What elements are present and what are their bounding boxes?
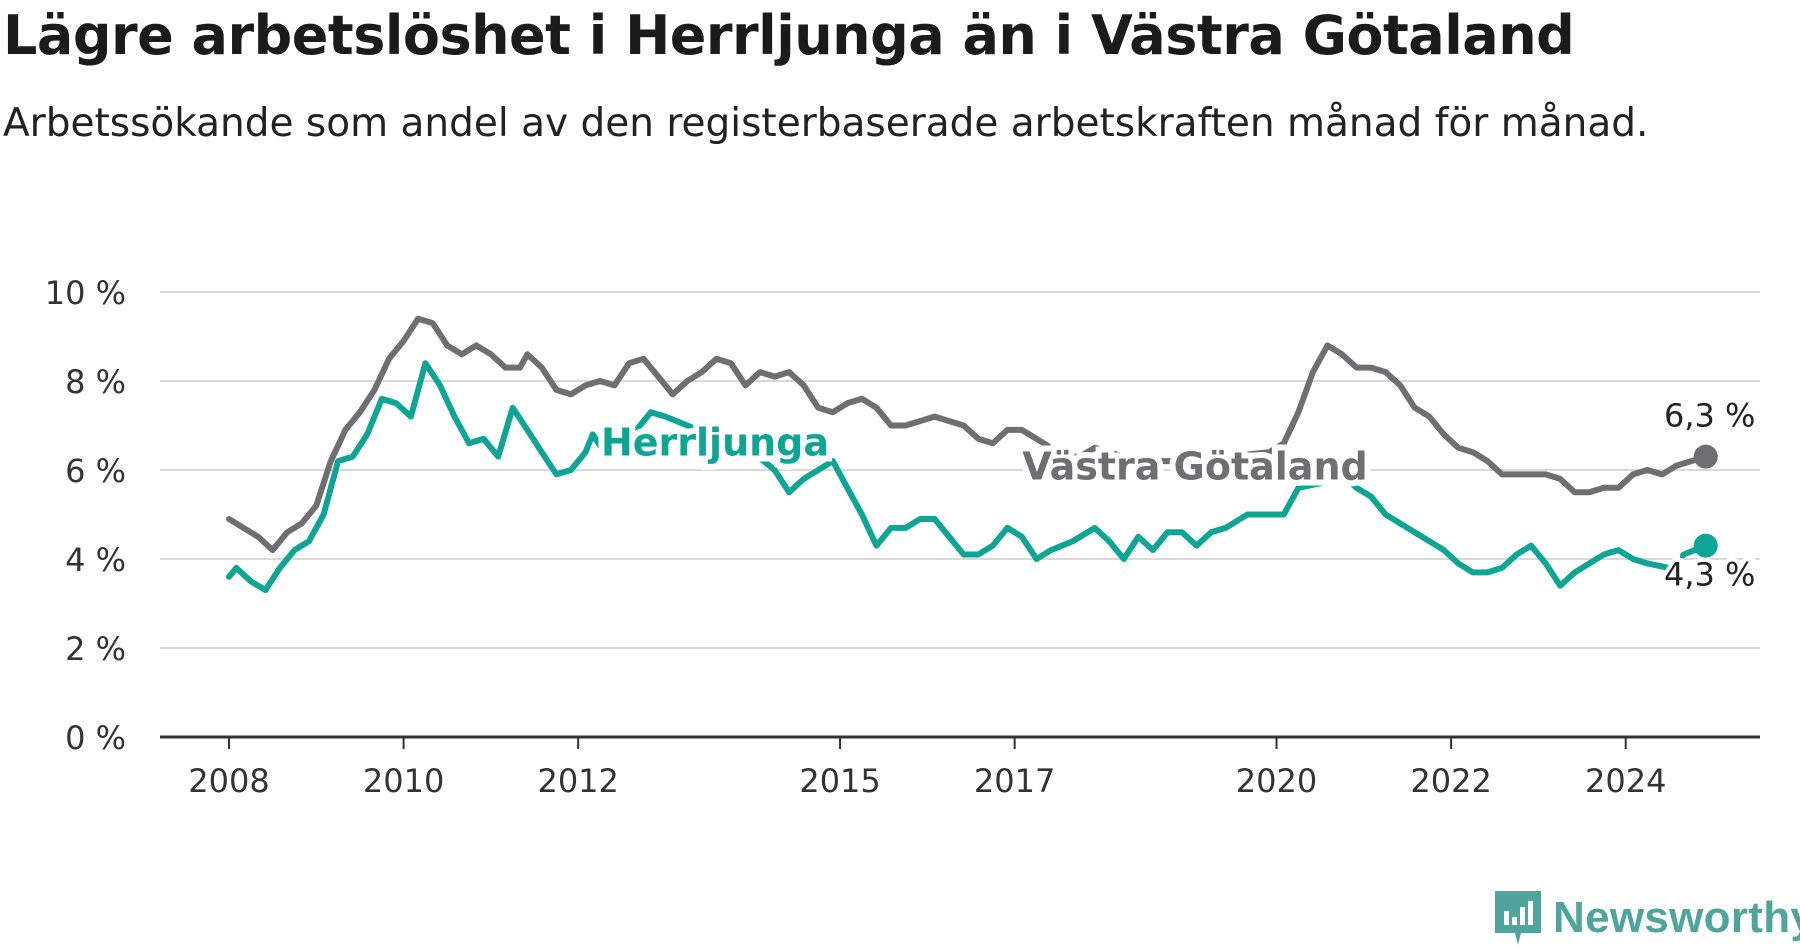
newsworthy-brand: Newsworthy <box>1493 889 1800 947</box>
series-line-herrljunga <box>226 360 1709 594</box>
y-tick-label: 8 % <box>65 363 126 401</box>
end-value-label-herrljunga: 4,3 % <box>1664 556 1755 594</box>
brand-name: Newsworthy <box>1553 893 1800 942</box>
series-line-vastra-gotaland <box>226 315 1709 554</box>
x-tick-label: 2022 <box>1410 762 1491 800</box>
end-marker-herrljunga <box>1693 533 1718 558</box>
y-tick-label: 2 % <box>65 630 126 668</box>
y-tick-label: 6 % <box>65 452 126 490</box>
series-lines <box>226 315 1718 594</box>
series-label-vastra-gotaland: Västra Götaland <box>1022 445 1367 489</box>
y-tick-label: 0 % <box>65 719 126 757</box>
y-tick-label: 4 % <box>65 541 126 579</box>
end-value-label-vastra-gotaland: 6,3 % <box>1664 397 1755 435</box>
series-label-herrljunga: Herrljunga <box>601 420 829 464</box>
x-tick-label: 2017 <box>974 762 1055 800</box>
y-axis-tick-labels: 0 % 2 % 4 % 6 % 8 % 10 % <box>45 274 126 757</box>
x-tick-label: 2020 <box>1236 762 1317 800</box>
x-tick-label: 2010 <box>363 762 444 800</box>
chart-subtitle: Arbetssökande som andel av den registerb… <box>3 101 1649 146</box>
end-marker-vastra-gotaland <box>1693 444 1718 469</box>
x-tick-label: 2012 <box>537 762 618 800</box>
series-labels: 6,3 % 4,3 % Herrljunga Västra Götaland <box>595 397 1759 598</box>
x-axis: 2008 2010 2012 2015 2017 2020 2022 2024 <box>160 735 1760 800</box>
x-tick-label: 2008 <box>188 762 269 800</box>
y-tick-label: 10 % <box>45 274 126 312</box>
newsworthy-logo-icon <box>1495 891 1541 945</box>
chart-title: Lägre arbetslöshet i Herrljunga än i Väs… <box>3 4 1575 67</box>
x-tick-label: 2024 <box>1585 762 1666 800</box>
x-tick-label: 2015 <box>799 762 880 800</box>
